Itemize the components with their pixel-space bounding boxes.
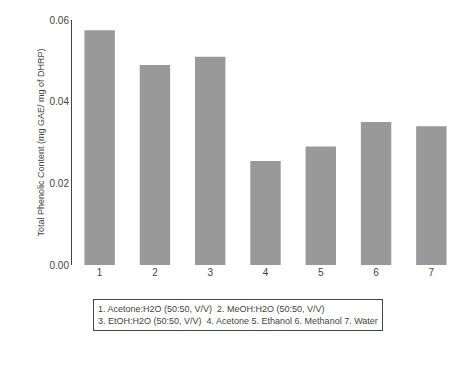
svg-text:2: 2 (152, 267, 158, 278)
svg-text:0.00: 0.00 (50, 260, 70, 271)
svg-text:1: 1 (97, 267, 103, 278)
svg-text:0.02: 0.02 (50, 178, 70, 189)
svg-text:Total Phenolic Content (mg GAE: Total Phenolic Content (mg GAE/ mg of DH… (36, 48, 46, 236)
svg-text:6: 6 (373, 267, 379, 278)
svg-text:4: 4 (263, 267, 269, 278)
svg-text:0.06: 0.06 (50, 15, 70, 26)
svg-text:3: 3 (207, 267, 213, 278)
svg-text:1. Acetone:H2O (50:50, V/V) 2: 1. Acetone:H2O (50:50, V/V) 2. MeOH:H2O … (98, 304, 378, 326)
svg-text:7: 7 (429, 267, 435, 278)
svg-text:5: 5 (318, 267, 324, 278)
svg-text:0.04: 0.04 (50, 96, 70, 107)
